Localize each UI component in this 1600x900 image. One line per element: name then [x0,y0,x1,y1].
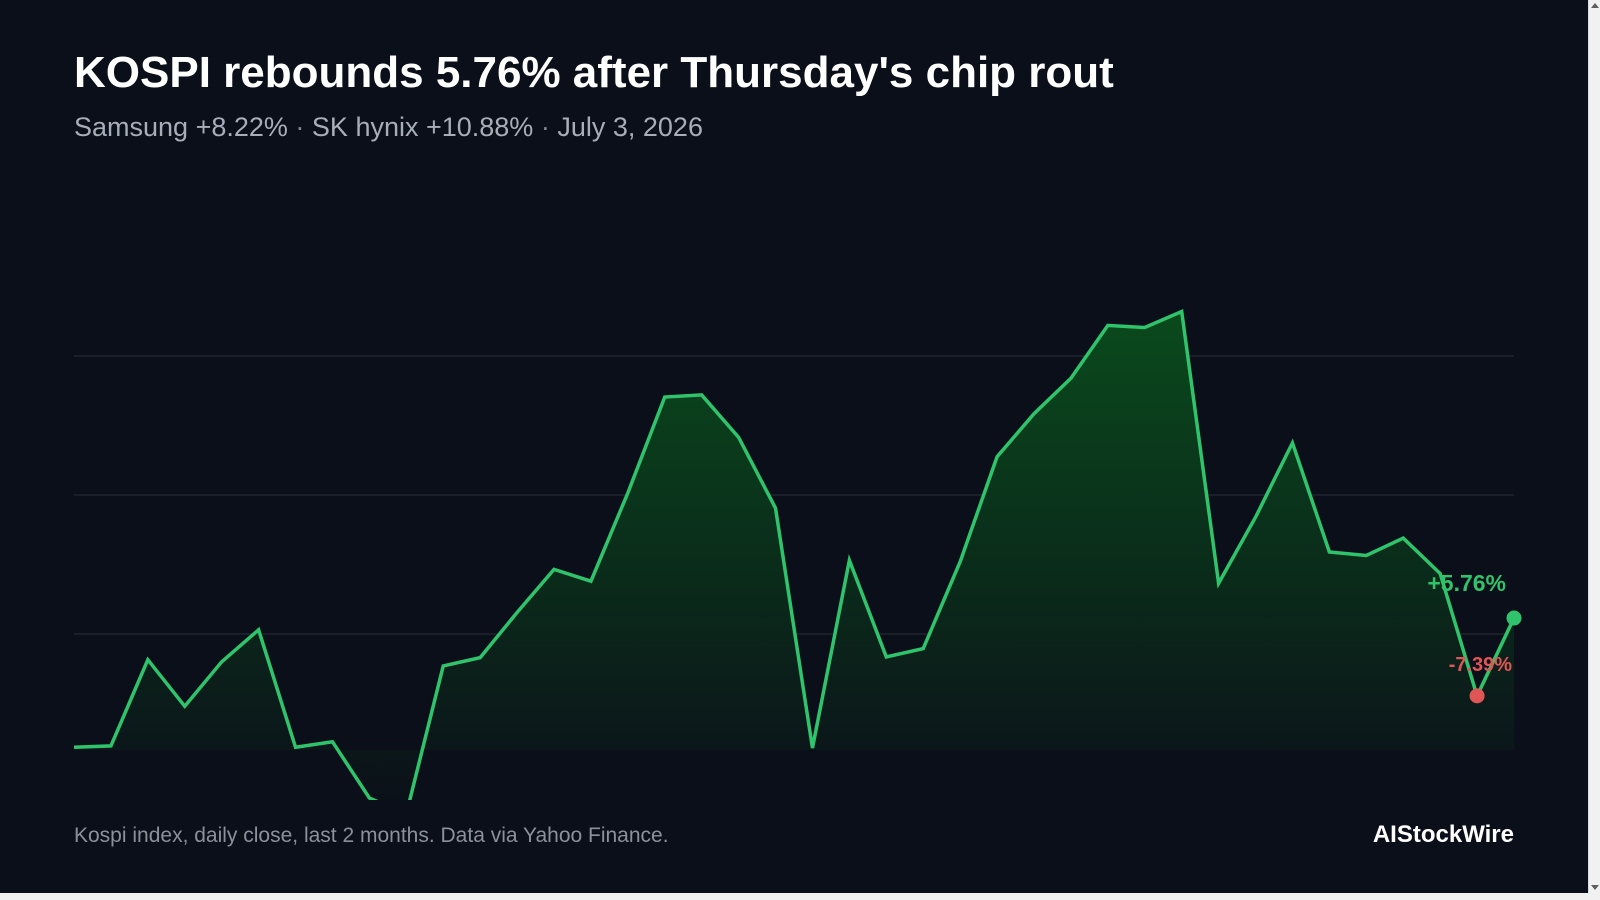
low-marker [1469,688,1485,704]
subtitle-separator: · [540,112,550,142]
subtitle-date: July 3, 2026 [557,112,703,142]
horizontal-scrollbar[interactable] [0,893,1600,900]
subtitle-sk-hynix: SK hynix +10.88% [311,112,534,142]
series-line [73,308,1516,800]
chart-title: KOSPI rebounds 5.76% after Thursday's ch… [74,48,1114,97]
scroll-down-icon[interactable] [1591,885,1599,890]
latest-marker [1506,610,1522,626]
subtitle-separator: · [295,112,305,142]
kospi-area-chart: +5.76% -7.39% [73,308,1522,800]
chart-subtitle: Samsung +8.22% · SK hynix +10.88% · July… [74,112,703,143]
series-line-layer [73,308,1516,800]
annotation-layer: +5.76% -7.39% [1427,570,1522,704]
scroll-up-icon[interactable] [1591,3,1599,8]
source-note: Kospi index, daily close, last 2 months.… [74,824,669,847]
subtitle-samsung: Samsung +8.22% [74,112,288,142]
area-fill-layer [74,311,1514,800]
area-fill [74,311,1514,800]
vertical-scrollbar[interactable] [1588,0,1600,893]
low-change-label: -7.39% [1449,654,1513,676]
brand-logo: AIStockWire [1372,821,1514,848]
latest-change-label: +5.76% [1427,570,1506,596]
